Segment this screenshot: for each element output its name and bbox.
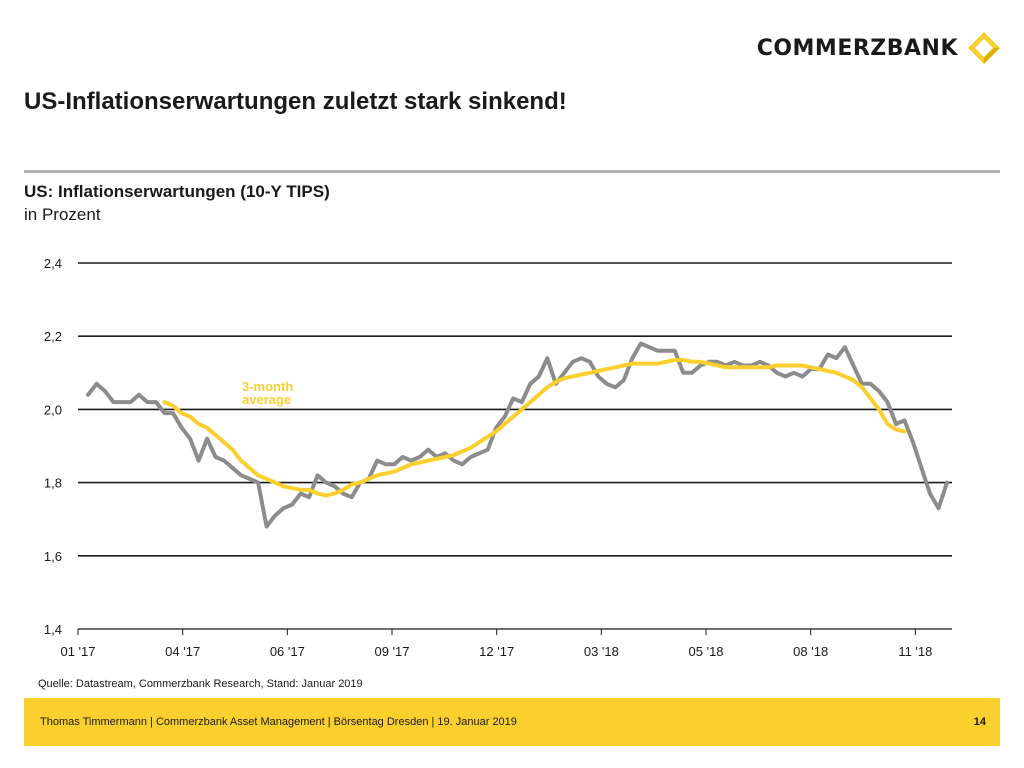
- series-line-tips: [86, 341, 949, 529]
- inflation-line-chart: 1,4 1,6 1,8 2,0 2,2 2,4 01 '17 04 '17 06 '17 09 '…: [44, 256, 952, 659]
- y-tick-label: 1,6: [44, 549, 62, 564]
- x-tick-label: 05 '18: [689, 644, 724, 659]
- source-note: Quelle: Datastream, Commerzbank Research…: [38, 678, 363, 690]
- x-tick-label: 06 '17: [270, 644, 305, 659]
- x-tick-label: 09 '17: [375, 644, 410, 659]
- commerzbank-logo: COMMERZBANK: [757, 30, 1002, 66]
- x-tick-label: 08 '18: [793, 644, 828, 659]
- footer-bar: Thomas Timmermann | Commerzbank Asset Ma…: [24, 698, 1000, 746]
- x-tick-label: 03 '18: [584, 644, 619, 659]
- page-title: US-Inflationserwartungen zuletzt stark s…: [24, 88, 567, 115]
- y-tick-label: 2,0: [44, 402, 62, 417]
- chart-subtitle: in Prozent: [24, 205, 101, 224]
- page-number: 14: [973, 716, 986, 728]
- brand-name: COMMERZBANK: [756, 35, 958, 61]
- x-tick-label: 01 '17: [60, 644, 95, 659]
- x-tick-label: 11 '18: [898, 644, 932, 659]
- x-tick-label: 12 '17: [479, 644, 514, 659]
- divider: [24, 170, 1000, 173]
- ribbon-logo-icon: [968, 32, 1000, 64]
- chart-title: US: Inflationserwartungen (10-Y TIPS): [24, 182, 330, 201]
- y-tick-label: 1,4: [44, 622, 62, 637]
- series-annotation-label: 3-month average: [242, 379, 293, 407]
- y-tick-label: 2,2: [44, 329, 62, 344]
- footer-text: Thomas Timmermann | Commerzbank Asset Ma…: [40, 716, 517, 728]
- x-tick-label: 04 '17: [165, 644, 200, 659]
- series-line-3-month-average: [162, 358, 907, 498]
- y-tick-label: 1,8: [44, 476, 62, 491]
- y-tick-label: 2,4: [44, 256, 62, 271]
